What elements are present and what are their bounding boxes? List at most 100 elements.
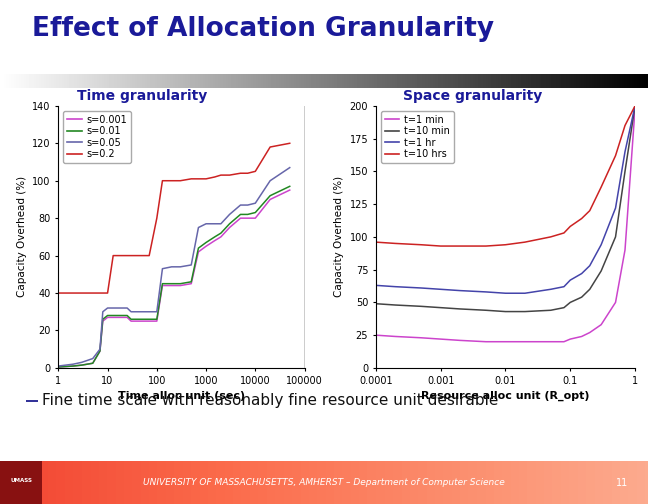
t=1 min — [437, 336, 445, 342]
t=10 hrs — [621, 122, 629, 129]
s=0.01 — [145, 316, 153, 322]
t=1 hr — [631, 103, 639, 109]
t=1 min — [372, 332, 380, 338]
t=10 hrs — [578, 216, 586, 222]
s=0.2 — [138, 253, 146, 259]
Text: UMASS: UMASS — [10, 478, 32, 483]
s=0.001 — [226, 224, 233, 230]
s=0.01 — [78, 362, 86, 368]
s=0.2 — [159, 178, 167, 184]
s=0.05 — [226, 211, 233, 217]
s=0.05 — [138, 309, 146, 315]
s=0.01 — [244, 211, 251, 217]
t=10 min — [372, 301, 380, 307]
t=10 min — [521, 308, 529, 314]
s=0.01 — [202, 239, 210, 245]
X-axis label: Resource alloc unit (R_opt): Resource alloc unit (R_opt) — [421, 391, 590, 401]
t=10 min — [597, 268, 605, 274]
s=0.2 — [226, 172, 233, 178]
t=1 min — [597, 322, 605, 328]
t=10 min — [566, 299, 574, 305]
s=0.01 — [159, 281, 167, 287]
t=10 hrs — [417, 242, 425, 248]
t=10 hrs — [391, 240, 399, 246]
s=0.05 — [89, 355, 97, 361]
t=1 hr — [621, 149, 629, 155]
s=0.05 — [286, 165, 294, 171]
Y-axis label: Capacity Overhead (%): Capacity Overhead (%) — [334, 176, 344, 297]
s=0.001 — [99, 318, 107, 324]
Legend: s=0.001, s=0.01, s=0.05, s=0.2: s=0.001, s=0.01, s=0.05, s=0.2 — [64, 111, 131, 163]
s=0.001 — [123, 314, 131, 321]
Line: s=0.05: s=0.05 — [58, 168, 290, 366]
s=0.05 — [187, 262, 195, 268]
t=1 min — [560, 339, 568, 345]
t=10 min — [456, 306, 464, 312]
s=0.001 — [194, 249, 202, 255]
s=0.01 — [237, 211, 244, 217]
t=10 hrs — [547, 234, 555, 240]
t=10 min — [547, 307, 555, 313]
t=10 min — [631, 103, 639, 109]
t=1 min — [578, 334, 586, 340]
s=0.2 — [110, 253, 117, 259]
t=1 min — [521, 339, 529, 345]
s=0.001 — [138, 318, 146, 324]
s=0.001 — [127, 318, 135, 324]
s=0.001 — [119, 314, 126, 321]
s=0.01 — [251, 210, 259, 216]
s=0.01 — [168, 281, 176, 287]
s=0.05 — [119, 305, 126, 311]
t=10 hrs — [502, 242, 509, 248]
t=1 min — [391, 334, 399, 340]
t=10 hrs — [560, 230, 568, 236]
t=1 min — [566, 336, 574, 342]
t=1 min — [612, 299, 619, 305]
s=0.001 — [145, 318, 153, 324]
s=0.05 — [99, 309, 107, 315]
s=0.01 — [194, 245, 202, 251]
t=10 min — [621, 168, 629, 174]
t=10 hrs — [566, 223, 574, 229]
Line: t=1 min: t=1 min — [376, 108, 635, 342]
s=0.05 — [96, 346, 104, 352]
s=0.05 — [153, 309, 161, 315]
Text: UNIVERSITY OF MASSACHUSETTS, AMHERST – Department of Computer Science: UNIVERSITY OF MASSACHUSETTS, AMHERST – D… — [143, 478, 505, 487]
s=0.05 — [217, 221, 225, 227]
s=0.2 — [127, 253, 135, 259]
Text: Fine time scale with reasonably fine resource unit desirable: Fine time scale with reasonably fine res… — [42, 393, 498, 408]
Line: t=10 hrs: t=10 hrs — [376, 106, 635, 246]
s=0.01 — [127, 316, 135, 322]
t=1 hr — [502, 290, 509, 296]
s=0.01 — [138, 316, 146, 322]
s=0.001 — [217, 234, 225, 240]
s=0.001 — [168, 283, 176, 289]
s=0.2 — [176, 178, 184, 184]
s=0.001 — [78, 362, 86, 368]
t=10 min — [612, 234, 619, 240]
t=1 hr — [612, 205, 619, 211]
t=1 hr — [372, 282, 380, 288]
s=0.001 — [159, 283, 167, 289]
t=1 hr — [456, 288, 464, 294]
t=1 hr — [566, 277, 574, 283]
s=0.001 — [251, 215, 259, 221]
s=0.2 — [194, 176, 202, 182]
s=0.05 — [211, 221, 218, 227]
t=10 hrs — [482, 243, 490, 249]
Legend: t=1 min, t=10 min, t=1 hr, t=10 hrs: t=1 min, t=10 min, t=1 hr, t=10 hrs — [381, 111, 454, 163]
s=0.01 — [110, 312, 117, 319]
s=0.05 — [123, 305, 131, 311]
s=0.05 — [202, 221, 210, 227]
s=0.2 — [145, 253, 153, 259]
s=0.05 — [237, 202, 244, 208]
t=10 hrs — [372, 239, 380, 245]
s=0.01 — [176, 281, 184, 287]
Bar — [26, 400, 38, 402]
t=1 min — [631, 105, 639, 111]
s=0.001 — [244, 215, 251, 221]
s=0.05 — [251, 200, 259, 206]
s=0.001 — [211, 237, 218, 243]
t=1 hr — [437, 286, 445, 292]
t=1 hr — [547, 286, 555, 292]
